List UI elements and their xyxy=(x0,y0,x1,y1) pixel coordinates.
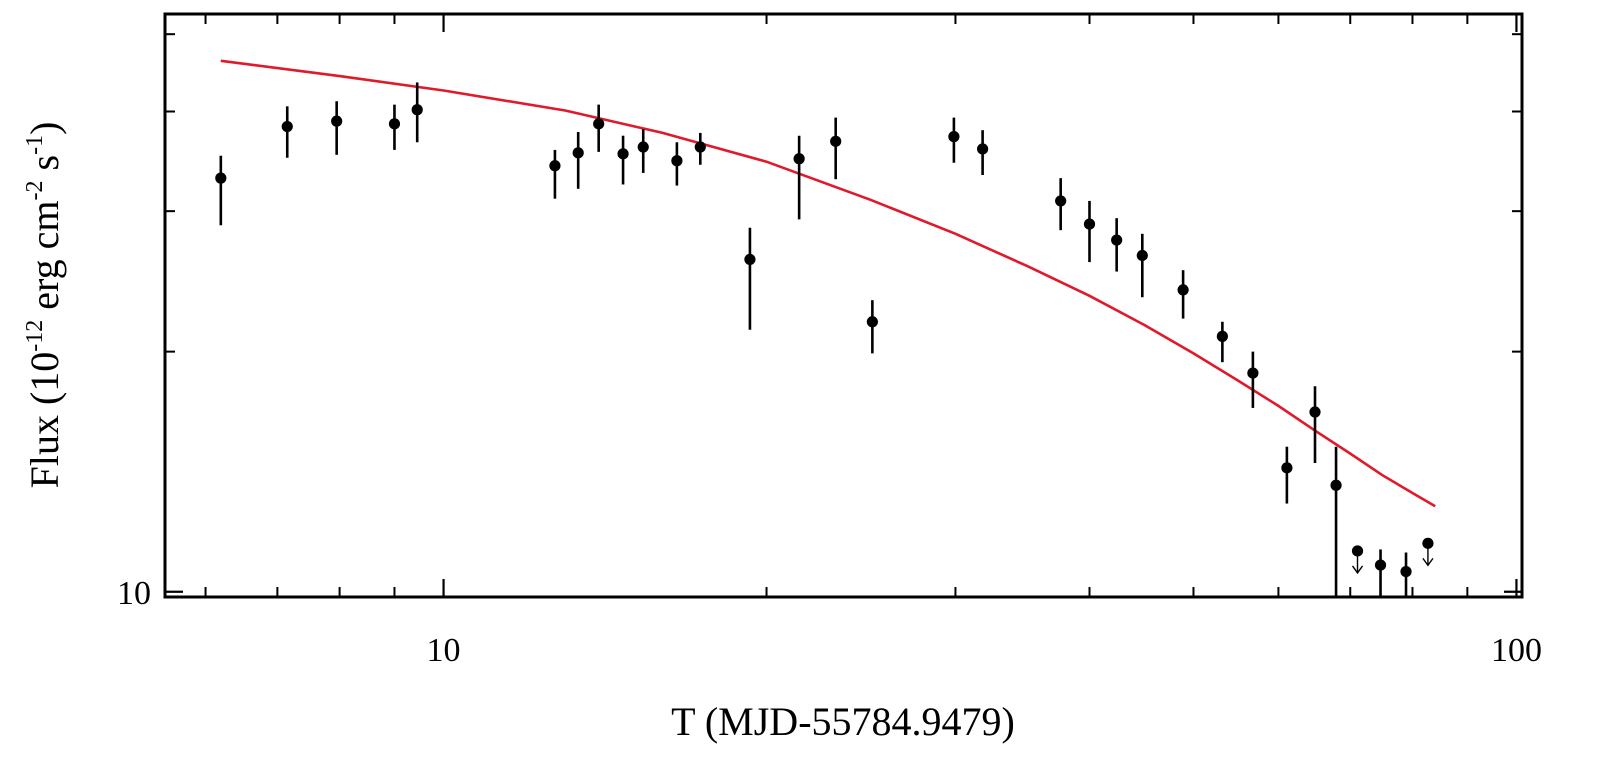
model-curve xyxy=(220,59,1436,508)
data-marker xyxy=(1351,545,1364,557)
y-axis-title-part-3: s xyxy=(22,155,67,181)
data-marker xyxy=(388,118,401,130)
data-marker xyxy=(617,148,629,160)
data-marker xyxy=(1422,537,1434,549)
data-marker xyxy=(1281,462,1293,474)
y-axis-title-exp-1: -12 xyxy=(22,320,48,352)
data-marker xyxy=(1400,565,1412,578)
data-point xyxy=(948,117,960,163)
data-marker xyxy=(744,253,756,266)
data-point xyxy=(793,135,805,220)
data-marker xyxy=(1309,406,1321,418)
plot-frame xyxy=(163,12,1524,599)
data-marker xyxy=(572,147,584,159)
data-marker xyxy=(1374,559,1387,571)
data-point xyxy=(1422,537,1434,567)
y-axis-title: Flux (10-12 erg cm-2 s-1) xyxy=(22,122,67,489)
data-marker xyxy=(866,316,878,328)
y-axis-title-exp-2: -2 xyxy=(22,181,48,201)
upper-limit-arrowhead xyxy=(1422,557,1434,567)
data-point xyxy=(331,101,343,155)
plot-area xyxy=(215,59,1436,597)
upper-limit-arrowhead xyxy=(1351,565,1364,575)
data-point xyxy=(411,82,423,143)
data-point xyxy=(1351,545,1364,575)
data-point xyxy=(617,135,629,185)
data-marker xyxy=(1177,284,1189,296)
data-marker xyxy=(331,115,343,127)
data-marker xyxy=(215,172,227,184)
tick-labels: 10 100 10 xyxy=(117,575,1542,669)
data-point xyxy=(744,227,756,330)
data-point xyxy=(1216,321,1228,363)
data-marker xyxy=(1216,330,1228,342)
data-point xyxy=(977,130,989,176)
data-marker xyxy=(637,141,649,153)
data-marker xyxy=(1330,479,1342,491)
x-tick-label: 10 xyxy=(427,632,461,669)
data-point xyxy=(671,142,683,186)
y-axis-title-exp-3: -1 xyxy=(22,135,48,155)
data-point xyxy=(1083,200,1096,263)
y-tick-label: 10 xyxy=(117,575,151,612)
data-marker xyxy=(977,143,989,155)
data-point xyxy=(388,104,401,150)
data-point xyxy=(637,129,649,173)
data-point xyxy=(593,104,605,152)
data-marker xyxy=(593,118,605,130)
data-marker xyxy=(694,141,706,153)
y-axis-title-part-2: erg cm xyxy=(22,201,67,320)
data-point xyxy=(572,132,584,189)
data-point xyxy=(549,149,561,199)
data-point xyxy=(1136,233,1148,298)
data-marker xyxy=(549,160,561,172)
y-axis-title-part-1: Flux (10 xyxy=(22,352,67,489)
data-marker xyxy=(948,131,960,143)
data-point xyxy=(1374,549,1387,597)
data-marker xyxy=(830,135,842,147)
data-point xyxy=(215,155,227,226)
data-point xyxy=(694,132,706,165)
x-axis-title: T (MJD-55784.9479) xyxy=(671,699,1015,744)
data-point xyxy=(1330,446,1342,597)
y-axis-title-close: ) xyxy=(22,122,67,135)
data-point xyxy=(830,117,842,180)
data-point xyxy=(1281,446,1293,504)
data-marker xyxy=(793,153,805,165)
data-point xyxy=(866,300,878,354)
data-marker xyxy=(1111,234,1123,246)
data-marker xyxy=(281,120,293,133)
data-point xyxy=(1177,270,1189,319)
data-point xyxy=(1247,351,1259,408)
data-point xyxy=(1309,386,1321,464)
data-marker xyxy=(1136,249,1148,262)
x-tick-label: 100 xyxy=(1491,632,1542,669)
data-marker xyxy=(671,155,683,167)
data-marker xyxy=(1083,218,1096,230)
data-marker xyxy=(411,104,423,116)
data-point xyxy=(1400,552,1412,597)
data-point xyxy=(281,106,293,158)
data-point xyxy=(1111,218,1123,272)
data-marker xyxy=(1247,367,1259,379)
data-marker xyxy=(1055,195,1067,207)
axis-ticks xyxy=(165,14,1522,597)
data-point xyxy=(1055,178,1067,231)
